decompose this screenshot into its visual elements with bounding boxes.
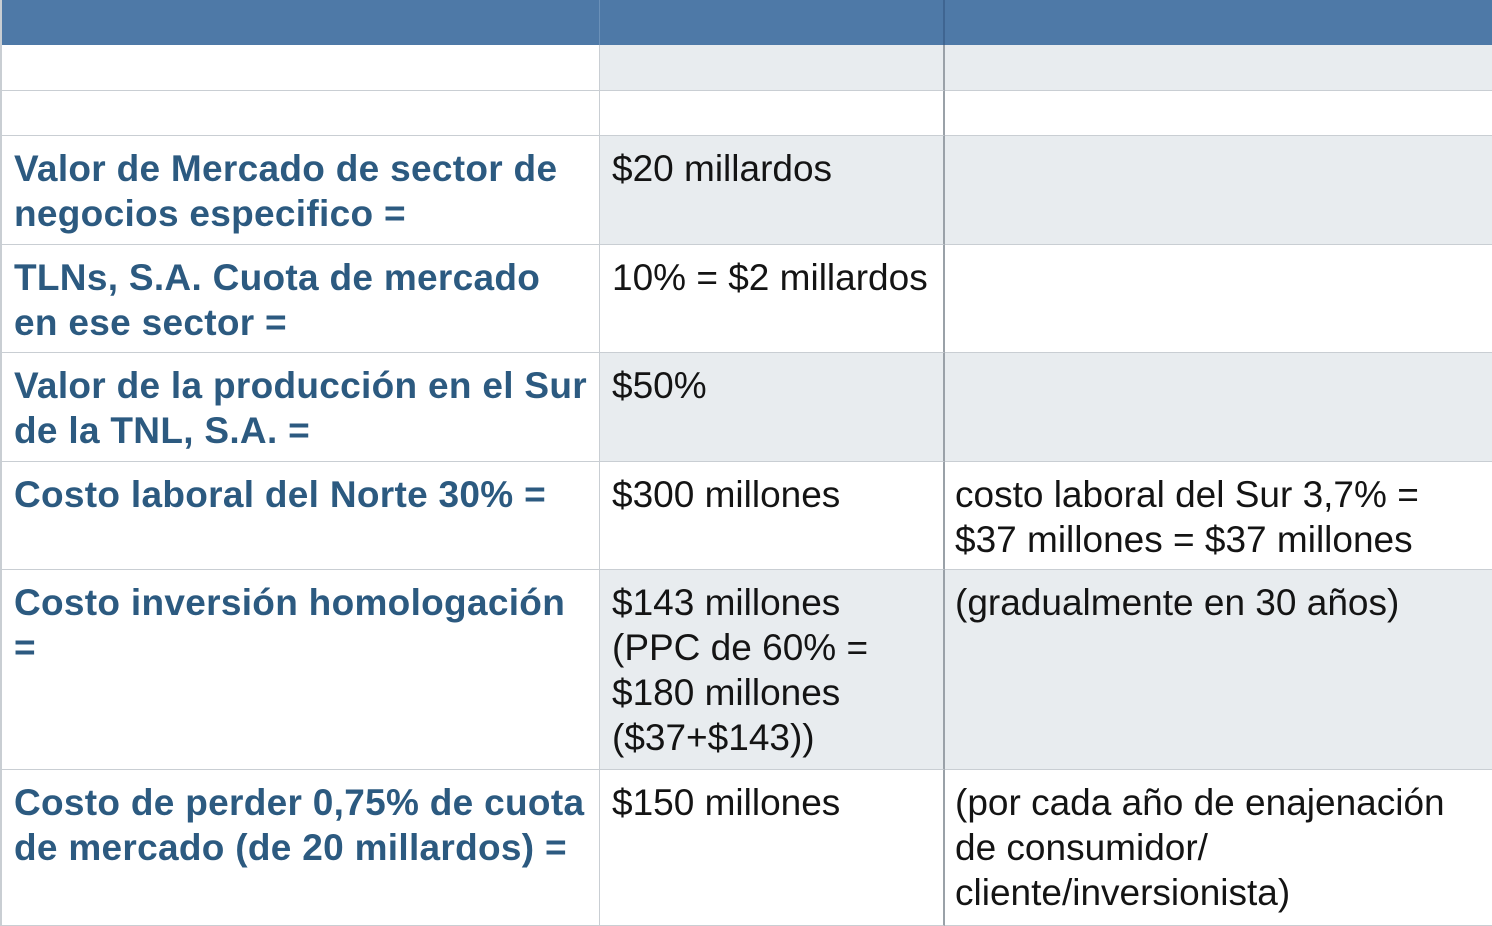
value-cell[interactable]: $143 millones (PPC de 60% = $180 millone… <box>600 570 945 770</box>
value-cell[interactable]: $150 millones <box>600 770 945 926</box>
note-cell[interactable] <box>945 136 1492 245</box>
header-cell-col2[interactable] <box>600 0 945 45</box>
value-cell[interactable] <box>600 91 945 136</box>
label-cell[interactable]: Costo inversión homologación = <box>0 570 600 770</box>
value-cell[interactable]: $20 millardos <box>600 136 945 245</box>
label-cell[interactable] <box>0 91 600 136</box>
label-cell[interactable]: TLNs, S.A. Cuota de mercado en ese secto… <box>0 245 600 353</box>
note-cell[interactable] <box>945 245 1492 353</box>
label-cell[interactable]: Valor de la producción en el Sur de la T… <box>0 353 600 462</box>
header-cell-col1[interactable] <box>0 0 600 45</box>
note-cell[interactable]: costo laboral del Sur 3,7% = $37 millone… <box>945 462 1492 570</box>
note-cell[interactable] <box>945 91 1492 136</box>
header-cell-col3[interactable] <box>945 0 1492 45</box>
value-cell[interactable]: $300 millones <box>600 462 945 570</box>
label-cell[interactable]: Costo de perder 0,75% de cuota de mercad… <box>0 770 600 926</box>
value-cell[interactable]: 10% = $2 millardos <box>600 245 945 353</box>
note-cell[interactable]: (por cada año de enajenación de consumid… <box>945 770 1492 926</box>
value-cell[interactable]: $50% <box>600 353 945 462</box>
label-cell[interactable] <box>0 45 600 91</box>
note-cell[interactable]: (gradualmente en 30 años) <box>945 570 1492 770</box>
value-cell[interactable] <box>600 45 945 91</box>
note-cell[interactable] <box>945 353 1492 462</box>
label-cell[interactable]: Valor de Mercado de sector de negocios e… <box>0 136 600 245</box>
label-cell[interactable]: Costo laboral del Norte 30% = <box>0 462 600 570</box>
note-cell[interactable] <box>945 45 1492 91</box>
